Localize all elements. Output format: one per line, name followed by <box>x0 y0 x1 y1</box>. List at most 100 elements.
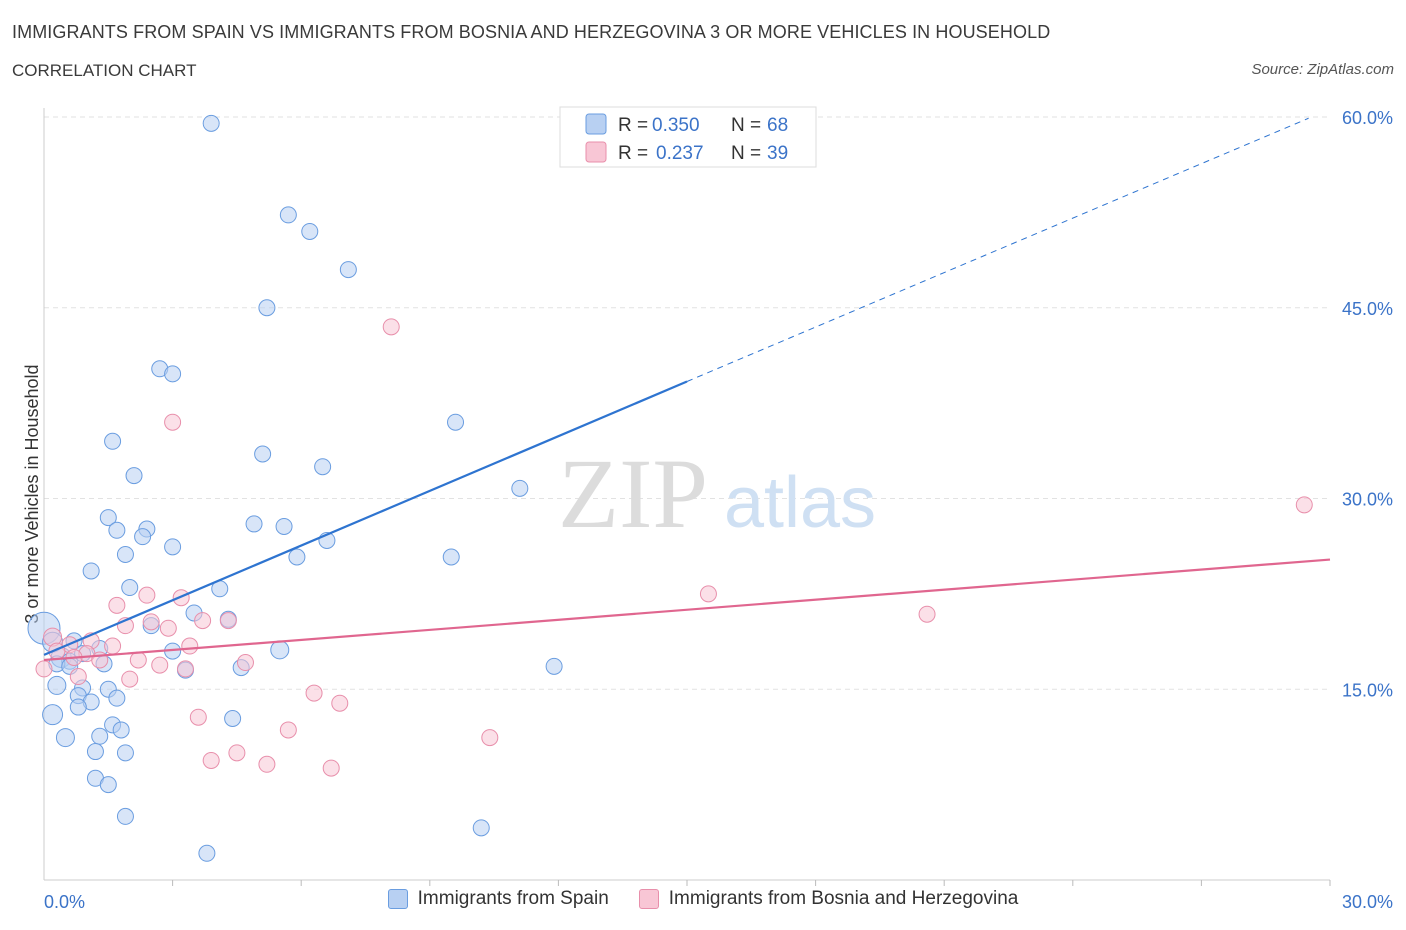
bosnia-point <box>35 660 53 678</box>
spain-point <box>55 728 75 748</box>
bosnia-point <box>159 619 177 637</box>
bosnia-point <box>279 721 297 739</box>
spain-point <box>47 675 67 695</box>
spain-point <box>301 222 319 240</box>
spain-point <box>164 365 182 383</box>
bosnia-point <box>129 651 147 669</box>
stats-swatch-bosnia <box>585 141 607 163</box>
legend-label-spain: Immigrants from Spain <box>417 888 609 909</box>
spain-point <box>447 413 465 431</box>
spain-point <box>116 744 134 762</box>
bosnia-point <box>228 744 246 762</box>
bosnia-point <box>918 605 936 623</box>
bosnia-trend-line <box>43 558 1331 662</box>
watermark-zip: ZIP <box>558 438 708 549</box>
bosnia-point <box>138 586 156 604</box>
spain-point <box>86 743 104 761</box>
stats-legend-box: R = 0.350 N = 68 R = 0.237 N = 39 <box>559 106 817 168</box>
spain-point <box>442 548 460 566</box>
spain-point <box>125 467 143 485</box>
stats-r-value-spain: 0.350 <box>652 115 700 136</box>
bosnia-point <box>305 684 323 702</box>
bosnia-point <box>69 668 87 686</box>
trend-lines <box>43 117 1331 662</box>
stats-n-label-spain: N = <box>731 115 761 136</box>
legend-item-bosnia: Immigrants from Bosnia and Herzegovina <box>638 888 1019 910</box>
spain-point <box>339 261 357 279</box>
spain-point <box>314 458 332 476</box>
spain-point <box>108 689 126 707</box>
bosnia-point <box>481 729 499 747</box>
bosnia-point <box>331 694 349 712</box>
spain-trend-line <box>43 380 688 656</box>
y-tick-label: 15.0% <box>1342 680 1393 700</box>
spain-point <box>224 709 242 727</box>
x-tick-label-max: 30.0% <box>1342 892 1393 912</box>
bosnia-point <box>181 637 199 655</box>
spain-point <box>121 579 139 597</box>
legend-label-bosnia: Immigrants from Bosnia and Herzegovina <box>668 888 1019 909</box>
stats-n-value-spain: 68 <box>767 115 788 136</box>
bosnia-point <box>121 670 139 688</box>
spain-point <box>275 517 293 535</box>
bosnia-point <box>382 318 400 336</box>
stats-r-value-bosnia: 0.237 <box>656 143 704 164</box>
bosnia-point <box>176 660 194 678</box>
spain-point <box>91 727 109 745</box>
bosnia-point <box>258 755 276 773</box>
bosnia-point <box>236 654 254 672</box>
legend-swatch-spain <box>387 889 408 909</box>
y-axis-label: 3 or more Vehicles in Household <box>22 364 42 623</box>
spain-trend-extension <box>686 117 1309 382</box>
spain-point <box>104 432 122 450</box>
spain-point <box>254 445 272 463</box>
bosnia-point <box>322 759 340 777</box>
bosnia-point <box>164 413 182 431</box>
spain-point <box>112 721 130 739</box>
stats-n-label-bosnia: N = <box>731 143 761 164</box>
stats-r-label-bosnia: R = <box>618 143 648 164</box>
spain-point <box>245 515 263 533</box>
watermark-atlas: atlas <box>724 463 876 543</box>
spain-point <box>288 548 306 566</box>
zipatlas-watermark: ZIP atlas <box>558 438 876 549</box>
spain-point <box>116 807 134 825</box>
x-ticks <box>172 880 1331 886</box>
bosnia-point <box>151 656 169 674</box>
bosnia-point <box>1295 496 1313 514</box>
spain-point <box>472 819 490 837</box>
legend-item-spain: Immigrants from Spain <box>387 888 609 910</box>
series-legend: Immigrants from Spain Immigrants from Bo… <box>0 888 1406 910</box>
y-tick-label: 60.0% <box>1342 108 1393 128</box>
spain-point <box>258 299 276 317</box>
spain-point <box>99 509 117 527</box>
y-tick-label: 30.0% <box>1342 490 1393 510</box>
stats-n-value-bosnia: 39 <box>767 143 788 164</box>
source-credit: Source: ZipAtlas.com <box>1251 61 1394 78</box>
stats-r-label-spain: R = <box>618 115 648 136</box>
spain-point <box>116 545 134 563</box>
legend-swatch-bosnia <box>638 889 659 909</box>
y-tick-labels: 15.0% 30.0% 45.0% 60.0% <box>1342 108 1393 700</box>
spain-point <box>202 114 220 132</box>
x-tick-label-min: 0.0% <box>44 892 85 912</box>
spain-point <box>99 776 117 794</box>
bosnia-point <box>189 708 207 726</box>
spain-point <box>69 698 87 716</box>
stats-swatch-spain <box>585 113 607 135</box>
spain-point <box>198 844 216 862</box>
bosnia-point <box>219 612 237 630</box>
spain-point <box>42 704 64 726</box>
bosnia-point <box>104 637 122 655</box>
spain-point <box>279 206 297 224</box>
spain-point <box>545 657 563 675</box>
bosnia-point <box>108 596 126 614</box>
chart-title: IMMIGRANTS FROM SPAIN VS IMMIGRANTS FROM… <box>12 22 1051 42</box>
grid-lines <box>44 116 1330 690</box>
spain-point <box>164 538 182 556</box>
chart-subtitle: CORRELATION CHART <box>12 61 197 80</box>
spain-point <box>134 528 152 546</box>
spain-point <box>108 521 126 539</box>
spain-point <box>270 640 290 660</box>
